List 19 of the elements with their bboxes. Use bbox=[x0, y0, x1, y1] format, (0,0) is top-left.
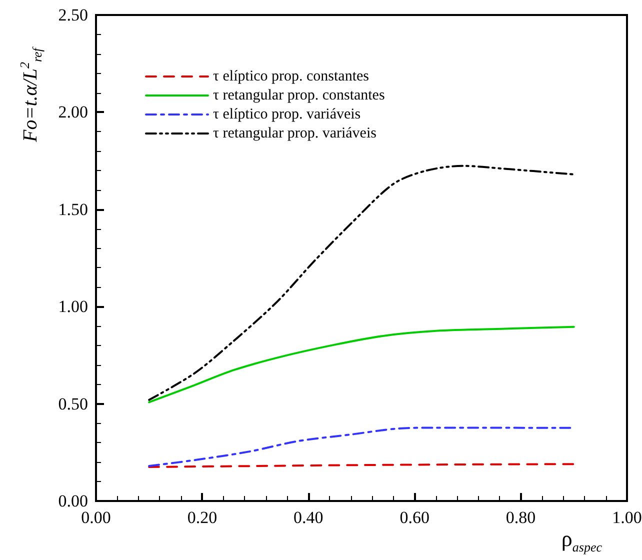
y-tick-label: 2.50 bbox=[58, 6, 88, 24]
y-tick-label: 1.00 bbox=[58, 297, 88, 316]
x-tick-label: 0.60 bbox=[400, 508, 430, 527]
x-tick-label: 0.40 bbox=[294, 508, 324, 527]
y-tick-label: 1.50 bbox=[58, 200, 88, 219]
legend-label: τ elíptico prop. constantes bbox=[213, 68, 370, 84]
y-tick-label: 0.00 bbox=[58, 492, 88, 510]
legend-label: τ elíptico prop. variáveis bbox=[213, 106, 361, 122]
x-tick-label: 0.80 bbox=[506, 508, 536, 527]
legend-label: τ retangular prop. constantes bbox=[213, 88, 385, 104]
x-tick-label: 0.20 bbox=[187, 508, 218, 527]
line-series bbox=[148, 326, 575, 404]
y-tick-label: 2.00 bbox=[58, 102, 88, 122]
legend-label: τ retangular prop. variáveis bbox=[213, 126, 377, 142]
x-axis-title: ρ$_{aspec}$ bbox=[561, 526, 602, 554]
y-tick-label: 0.50 bbox=[58, 394, 88, 414]
x-tick-label: 0.00 bbox=[81, 508, 111, 527]
x-tick-label: 1.00 bbox=[612, 508, 642, 527]
line-series bbox=[148, 164, 575, 401]
